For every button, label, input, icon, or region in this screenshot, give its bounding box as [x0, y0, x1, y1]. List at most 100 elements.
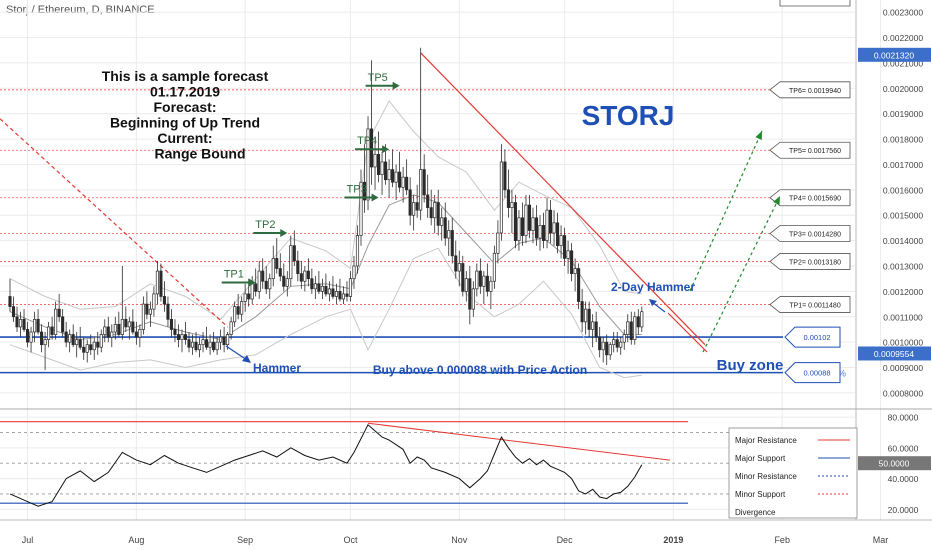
candle-body: [131, 321, 135, 333]
candle-body: [524, 204, 528, 236]
candle-body: [278, 268, 282, 277]
two-day-hammer-arrow-head: [649, 299, 657, 306]
candle-body: [18, 318, 23, 328]
candle-body: [303, 270, 307, 282]
candle-body: [534, 217, 539, 239]
candle-body: [310, 278, 314, 290]
y-axis-tick-label: 0.0017000: [883, 160, 923, 170]
target-callout-label: TP2= 0.0013180: [789, 259, 841, 266]
candle-body: [22, 318, 26, 330]
candle-body: [640, 311, 644, 328]
candle-body: [352, 265, 356, 280]
candle-body: [489, 280, 493, 292]
candle-body: [250, 283, 254, 300]
candle-body: [159, 270, 163, 297]
x-axis-tick-label: Dec: [557, 535, 574, 545]
candle-body: [545, 209, 549, 241]
candle-body: [103, 326, 107, 335]
candle-body: [601, 341, 605, 351]
candle-body: [499, 161, 503, 234]
candle-body: [8, 296, 12, 307]
forecast-text-line: 01.17.2019: [150, 84, 220, 100]
chart-header: Storj / Ethereum, D, BINANCE: [6, 4, 155, 16]
candle-body: [190, 341, 195, 348]
candle-body: [324, 285, 328, 295]
forecast-text-line: Current:: [157, 130, 212, 146]
candle-body: [268, 278, 272, 290]
tp-arrow-label: TP2: [255, 219, 275, 231]
candle-body: [566, 250, 570, 259]
candle-body: [387, 169, 391, 181]
tp-arrow-head: [248, 278, 256, 287]
candle-body: [366, 128, 370, 201]
candle-body: [254, 283, 258, 292]
candle-body: [113, 324, 117, 333]
candle-body: [377, 153, 381, 175]
candle-body: [605, 341, 609, 356]
candle-body: [454, 255, 458, 272]
candle-body: [629, 321, 633, 340]
candle-body: [145, 303, 149, 315]
candle-body: [68, 334, 72, 343]
last-price-tag: 0.0009554: [874, 349, 914, 359]
y-axis-tick-label: 0.0011000: [883, 312, 923, 322]
candle-body: [355, 235, 360, 267]
candle-body: [296, 260, 300, 274]
candle-body: [443, 217, 447, 239]
target-callout-label: TP1= 0.0011480: [789, 303, 841, 310]
y-axis-tick-label: 0.0010000: [883, 338, 923, 348]
candle-body: [201, 339, 205, 346]
candle-body: [194, 341, 198, 351]
candle-body: [401, 176, 405, 188]
rsi-axis-tick-label: 60.0000: [888, 443, 919, 453]
candle-body: [626, 321, 630, 335]
candle-body: [482, 275, 486, 287]
candle-body: [429, 207, 433, 219]
candle-body: [531, 217, 535, 231]
support-callout-label: 0.00088: [803, 369, 830, 378]
descending-trend-line-dashed: [0, 118, 229, 328]
candle-body: [306, 270, 310, 280]
candle-body: [313, 283, 317, 290]
candle-body: [96, 341, 100, 348]
candle-body: [492, 252, 496, 282]
candle-body: [247, 293, 251, 300]
candle-body: [36, 318, 40, 333]
x-axis-tick-label: Oct: [343, 535, 358, 545]
y-axis-tick-label: 0.0018000: [883, 135, 923, 145]
candle-body: [138, 329, 142, 338]
target-callout-label: TP4= 0.0015690: [789, 196, 841, 203]
candle-body: [398, 171, 402, 188]
target-callout-box: [779, 0, 851, 7]
candle-body: [436, 202, 440, 226]
x-axis-tick-label: Mar: [873, 535, 889, 545]
candle-body: [155, 270, 159, 295]
candle-body: [548, 209, 553, 234]
target-callout-box: [769, 253, 851, 270]
candle-body: [47, 326, 51, 340]
candle-body: [580, 301, 584, 323]
candle-body: [461, 263, 465, 292]
candle-body: [412, 202, 416, 216]
rsi-legend-label: Minor Support: [735, 490, 786, 499]
candle-body: [320, 285, 324, 292]
candle-body: [503, 161, 507, 191]
moving-average-line: [9, 194, 642, 341]
candle-body: [587, 308, 591, 330]
forecast-text-line: Beginning of Up Trend: [110, 115, 260, 131]
tp-arrow-label: TP1: [224, 269, 244, 281]
y-axis-tick-label: 0.0012000: [883, 287, 923, 297]
candle-body: [450, 230, 454, 257]
candle-body: [215, 341, 219, 351]
candle-body: [334, 291, 338, 297]
candle-body: [124, 318, 128, 328]
candle-body: [362, 181, 367, 201]
candle-body: [219, 336, 223, 343]
rsi-legend-label: Divergence: [735, 508, 776, 517]
candle-body: [369, 128, 374, 168]
candle-body: [275, 258, 279, 269]
hammer-label: Hammer: [253, 361, 301, 375]
support-callout-label: 0.00102: [803, 333, 830, 342]
candle-body: [176, 334, 181, 340]
